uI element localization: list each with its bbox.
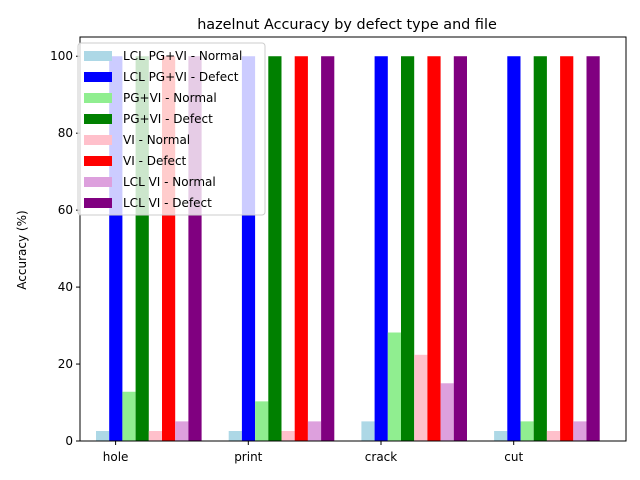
y-tick-label: 100 [50,49,73,63]
bar-crack-lcl-vi-normal [440,383,454,441]
legend-swatch [84,177,112,187]
legend-label: LCL VI - Defect [123,196,212,210]
legend: LCL PG+VI - Normal LCL PG+VI - Defect PG+V… [77,42,266,216]
axes-layer: 0 20 40 60 80 100 hole print crack cut [50,36,627,464]
bar-cut-pg-vi-normal [520,421,534,441]
x-tick-label-cut: cut [504,450,523,464]
bar-print-lcl-vi-defect [321,56,335,441]
x-tick-label-crack: crack [365,450,397,464]
bars-layer [96,56,600,441]
bar-crack-lcl-vi-defect [453,56,467,441]
legend-swatch [84,114,112,124]
legend-label: VI - Defect [123,154,187,168]
bar-cut-vi-normal [546,430,561,441]
y-axis-title: Accuracy (%) [15,210,29,289]
legend-swatch [84,93,112,103]
bar-print-lcl-pg-vi-normal [228,430,242,441]
plot-frame [79,36,627,442]
y-tick-label: 0 [65,434,73,448]
legend-swatch [84,135,112,145]
legend-label: PG+VI - Defect [123,112,213,126]
bar-hole-lcl-vi-normal [175,421,189,441]
bar-crack-vi-normal [414,354,428,441]
bar-crack-pg-vi-defect [401,56,415,441]
legend-label: LCL VI - Normal [123,175,216,189]
y-tick-label: 60 [58,203,73,217]
bar-hole-lcl-pg-vi-normal [96,430,110,441]
bar-cut-lcl-vi-defect [586,56,600,441]
legend-frame [77,42,266,216]
bar-crack-lcl-pg-vi-normal [361,421,375,441]
legend-label: LCL PG+VI - Defect [123,70,239,84]
legend-swatch [84,72,112,82]
x-tick-label-hole: hole [103,450,129,464]
legend-label: PG+VI - Normal [123,91,217,105]
bar-crack-pg-vi-normal [387,332,401,441]
y-tick-label: 40 [58,280,73,294]
bar-hole-pg-vi-normal [122,391,136,441]
y-tick-label: 20 [58,357,73,371]
bar-print-lcl-vi-normal [307,421,322,441]
legend-label: VI - Normal [123,133,190,147]
bar-print-vi-defect [294,56,308,441]
bar-crack-vi-defect [427,56,441,441]
bar-cut-pg-vi-defect [533,56,547,441]
bar-print-pg-vi-normal [255,401,269,441]
bar-cut-lcl-vi-normal [573,421,587,441]
bar-crack-lcl-pg-vi-defect [374,56,388,441]
bar-cut-lcl-pg-vi-defect [507,56,521,441]
legend-swatch [84,198,112,208]
bar-cut-lcl-pg-vi-normal [494,430,508,441]
bar-cut-vi-defect [560,56,574,441]
legend-swatch [84,156,112,166]
bar-print-pg-vi-defect [268,56,282,441]
legend-label: LCL PG+VI - Normal [123,49,242,63]
bar-print-vi-normal [281,430,295,441]
x-tick-label-print: print [234,450,262,464]
legend-swatch [84,51,112,61]
bar-hole-vi-normal [148,430,162,441]
chart-title: hazelnut Accuracy by defect type and fil… [197,17,497,33]
y-tick-label: 80 [58,126,73,140]
